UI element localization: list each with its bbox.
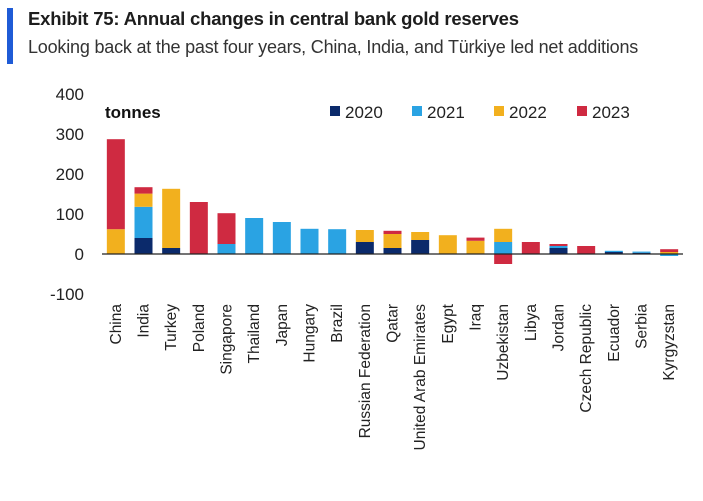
category-label: Russian Federation [357, 304, 374, 438]
category-label: Japan [274, 304, 291, 346]
category-label: Hungary [302, 304, 319, 363]
category-label: Poland [191, 304, 208, 352]
legend-swatch-2022 [494, 106, 504, 116]
bar-segment [549, 248, 568, 254]
bar-segment [245, 218, 264, 254]
bar-segment [300, 228, 319, 254]
bar-segment [411, 232, 430, 240]
legend-swatch-2021 [412, 106, 422, 116]
bar-segment [134, 238, 153, 254]
bar-segment [549, 246, 568, 248]
bar-segment [604, 250, 623, 252]
bar-segment [604, 252, 623, 254]
bar-segment [134, 187, 153, 194]
category-label: Jordan [551, 304, 568, 351]
category-label: Turkey [163, 304, 180, 351]
x-axis-categories: China India Turkey Poland Singapore Thailand J… [108, 303, 678, 450]
bar-segment [217, 213, 236, 244]
bar-segment [660, 252, 679, 254]
bar-segment [411, 240, 430, 254]
bar-segment [494, 242, 513, 254]
bar-segment [189, 202, 208, 254]
category-label: Serbia [634, 304, 651, 349]
bar-segment [217, 244, 236, 254]
category-label: United Arab Emirates [412, 304, 429, 451]
bar-segment [494, 254, 513, 264]
y-tick-label: 0 [75, 245, 84, 264]
bar-segment [577, 246, 596, 254]
bars [106, 139, 679, 264]
category-label: Czech Republic [578, 304, 595, 413]
category-label: Egypt [440, 303, 457, 343]
bar-segment [162, 188, 181, 248]
chart-subtitle: Looking back at the past four years, Chi… [28, 37, 639, 57]
legend-swatch-2023 [577, 106, 587, 116]
bar-segment [162, 248, 181, 254]
legend-label-2023: 2023 [592, 103, 630, 122]
category-label: Uzbekistan [495, 304, 512, 381]
bar-segment [494, 228, 513, 242]
legend: 2020 2021 2022 2023 [330, 103, 630, 122]
bar-segment [660, 254, 679, 256]
bar-segment [660, 249, 679, 252]
y-axis: 400 300 200 100 0 -100 [50, 85, 84, 304]
category-label: China [108, 304, 125, 345]
bar-segment [328, 229, 347, 254]
category-label: Qatar [385, 304, 402, 343]
y-tick-label: 400 [56, 85, 84, 104]
bar-segment [272, 222, 291, 254]
y-tick-label: 300 [56, 125, 84, 144]
legend-swatch-2020 [330, 106, 340, 116]
bar-segment [134, 206, 153, 238]
category-label: India [136, 304, 153, 338]
bar-segment [355, 242, 374, 254]
bar-segment [383, 230, 402, 234]
category-label: Ecuador [606, 304, 623, 362]
category-label: Thailand [246, 304, 263, 363]
category-label: Iraq [468, 304, 485, 331]
bar-segment [355, 230, 374, 242]
accent-bar [7, 8, 13, 64]
bar-segment [106, 229, 125, 254]
bar-segment [106, 139, 125, 230]
bar-segment [549, 244, 568, 246]
category-label: Singapore [219, 304, 236, 375]
y-axis-label: tonnes [105, 103, 161, 122]
y-tick-label: 100 [56, 205, 84, 224]
category-label: Brazil [329, 304, 346, 343]
bar-segment [438, 235, 457, 254]
chart-title: Exhibit 75: Annual changes in central ba… [28, 8, 519, 29]
y-tick-label: -100 [50, 285, 84, 304]
bar-segment [466, 240, 485, 254]
bar-segment [632, 251, 651, 253]
y-tick-label: 200 [56, 165, 84, 184]
bar-segment [383, 234, 402, 248]
category-label: Libya [523, 304, 540, 341]
bar-segment [466, 237, 485, 241]
bar-segment [383, 248, 402, 254]
bar-segment [521, 242, 540, 254]
legend-label-2021: 2021 [427, 103, 465, 122]
bar-segment [134, 193, 153, 207]
legend-label-2022: 2022 [509, 103, 547, 122]
legend-label-2020: 2020 [345, 103, 383, 122]
category-label: Kyrgyzstan [661, 304, 678, 381]
